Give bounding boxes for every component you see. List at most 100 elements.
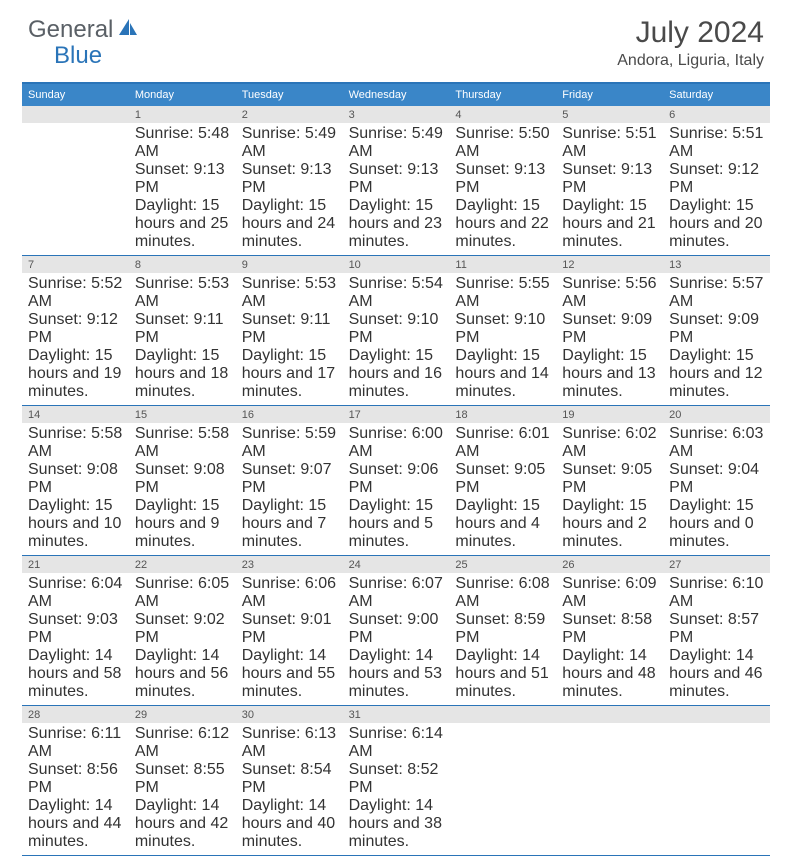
day-number: 17 [343, 406, 450, 423]
sunrise-text: Sunrise: 6:12 AM [135, 725, 230, 761]
sunrise-text: Sunrise: 6:02 AM [562, 425, 657, 461]
daylight-text: Daylight: 14 hours and 56 minutes. [135, 647, 230, 701]
sunrise-text: Sunrise: 5:59 AM [242, 425, 337, 461]
sunset-text: Sunset: 9:05 PM [455, 461, 550, 497]
day-number: 2 [236, 106, 343, 123]
day-cell [556, 723, 663, 855]
day-cell: Sunrise: 6:01 AMSunset: 9:05 PMDaylight:… [449, 423, 556, 555]
day-cell: Sunrise: 6:14 AMSunset: 8:52 PMDaylight:… [343, 723, 450, 855]
day-cell: Sunrise: 5:57 AMSunset: 9:09 PMDaylight:… [663, 273, 770, 405]
week-row: 14151617181920Sunrise: 5:58 AMSunset: 9:… [22, 406, 770, 556]
week-row: 21222324252627Sunrise: 6:04 AMSunset: 9:… [22, 556, 770, 706]
day-cell: Sunrise: 5:56 AMSunset: 9:09 PMDaylight:… [556, 273, 663, 405]
sunrise-text: Sunrise: 6:05 AM [135, 575, 230, 611]
day-cell: Sunrise: 5:59 AMSunset: 9:07 PMDaylight:… [236, 423, 343, 555]
sunset-text: Sunset: 9:06 PM [349, 461, 444, 497]
sunrise-text: Sunrise: 6:14 AM [349, 725, 444, 761]
sunrise-text: Sunrise: 5:55 AM [455, 275, 550, 311]
sunset-text: Sunset: 9:11 PM [242, 311, 337, 347]
daylight-text: Daylight: 14 hours and 51 minutes. [455, 647, 550, 701]
title-block: July 2024 Andora, Liguria, Italy [617, 16, 764, 70]
day-cell: Sunrise: 6:07 AMSunset: 9:00 PMDaylight:… [343, 573, 450, 705]
daylight-text: Daylight: 14 hours and 44 minutes. [28, 797, 123, 851]
sunset-text: Sunset: 9:09 PM [562, 311, 657, 347]
day-cell: Sunrise: 5:55 AMSunset: 9:10 PMDaylight:… [449, 273, 556, 405]
daylight-text: Daylight: 14 hours and 40 minutes. [242, 797, 337, 851]
sunset-text: Sunset: 9:07 PM [242, 461, 337, 497]
day-cell [22, 123, 129, 255]
day-cell: Sunrise: 5:58 AMSunset: 9:08 PMDaylight:… [22, 423, 129, 555]
sunset-text: Sunset: 9:02 PM [135, 611, 230, 647]
day-number: 28 [22, 706, 129, 723]
day-cell: Sunrise: 5:53 AMSunset: 9:11 PMDaylight:… [129, 273, 236, 405]
day-number: 24 [343, 556, 450, 573]
daylight-text: Daylight: 15 hours and 22 minutes. [455, 197, 550, 251]
sunset-text: Sunset: 8:52 PM [349, 761, 444, 797]
daylight-text: Daylight: 15 hours and 24 minutes. [242, 197, 337, 251]
daylight-text: Daylight: 14 hours and 38 minutes. [349, 797, 444, 851]
daylight-text: Daylight: 15 hours and 13 minutes. [562, 347, 657, 401]
sunset-text: Sunset: 8:55 PM [135, 761, 230, 797]
daylight-text: Daylight: 14 hours and 53 minutes. [349, 647, 444, 701]
day-cell: Sunrise: 6:11 AMSunset: 8:56 PMDaylight:… [22, 723, 129, 855]
day-number: 20 [663, 406, 770, 423]
day-cell: Sunrise: 6:09 AMSunset: 8:58 PMDaylight:… [556, 573, 663, 705]
day-number: 16 [236, 406, 343, 423]
sunrise-text: Sunrise: 6:01 AM [455, 425, 550, 461]
sunrise-text: Sunrise: 6:06 AM [242, 575, 337, 611]
sunrise-text: Sunrise: 6:07 AM [349, 575, 444, 611]
day-of-week-header: Wednesday [343, 84, 450, 106]
sunrise-text: Sunrise: 5:51 AM [562, 125, 657, 161]
day-cell: Sunrise: 5:58 AMSunset: 9:08 PMDaylight:… [129, 423, 236, 555]
sunrise-text: Sunrise: 5:53 AM [242, 275, 337, 311]
sunset-text: Sunset: 8:58 PM [562, 611, 657, 647]
day-number: 12 [556, 256, 663, 273]
sunset-text: Sunset: 9:09 PM [669, 311, 764, 347]
day-cell: Sunrise: 5:50 AMSunset: 9:13 PMDaylight:… [449, 123, 556, 255]
sunset-text: Sunset: 9:11 PM [135, 311, 230, 347]
sunset-text: Sunset: 9:10 PM [455, 311, 550, 347]
day-number: 23 [236, 556, 343, 573]
sunrise-text: Sunrise: 6:10 AM [669, 575, 764, 611]
daylight-text: Daylight: 15 hours and 19 minutes. [28, 347, 123, 401]
logo-text-1: General [28, 16, 113, 44]
day-of-week-header: Thursday [449, 84, 556, 106]
sunset-text: Sunset: 9:08 PM [135, 461, 230, 497]
day-cell: Sunrise: 6:04 AMSunset: 9:03 PMDaylight:… [22, 573, 129, 705]
day-number: 4 [449, 106, 556, 123]
sunset-text: Sunset: 8:59 PM [455, 611, 550, 647]
daylight-text: Daylight: 15 hours and 0 minutes. [669, 497, 764, 551]
day-number: 26 [556, 556, 663, 573]
sunset-text: Sunset: 9:10 PM [349, 311, 444, 347]
sunset-text: Sunset: 8:54 PM [242, 761, 337, 797]
days-of-week-row: SundayMondayTuesdayWednesdayThursdayFrid… [22, 84, 770, 106]
day-cell: Sunrise: 6:12 AMSunset: 8:55 PMDaylight:… [129, 723, 236, 855]
logo: General Blue [28, 16, 141, 44]
day-of-week-header: Monday [129, 84, 236, 106]
daylight-text: Daylight: 15 hours and 23 minutes. [349, 197, 444, 251]
day-cell: Sunrise: 5:49 AMSunset: 9:13 PMDaylight:… [343, 123, 450, 255]
sunrise-text: Sunrise: 5:56 AM [562, 275, 657, 311]
day-number: 6 [663, 106, 770, 123]
daylight-text: Daylight: 15 hours and 20 minutes. [669, 197, 764, 251]
daylight-text: Daylight: 14 hours and 48 minutes. [562, 647, 657, 701]
day-cell: Sunrise: 6:05 AMSunset: 9:02 PMDaylight:… [129, 573, 236, 705]
day-cell: Sunrise: 5:54 AMSunset: 9:10 PMDaylight:… [343, 273, 450, 405]
day-number: 30 [236, 706, 343, 723]
header: General Blue July 2024 Andora, Liguria, … [0, 0, 792, 78]
sunrise-text: Sunrise: 5:49 AM [242, 125, 337, 161]
day-cell: Sunrise: 5:51 AMSunset: 9:12 PMDaylight:… [663, 123, 770, 255]
daylight-text: Daylight: 14 hours and 58 minutes. [28, 647, 123, 701]
day-number: 31 [343, 706, 450, 723]
sunrise-text: Sunrise: 6:08 AM [455, 575, 550, 611]
day-number: 25 [449, 556, 556, 573]
daylight-text: Daylight: 15 hours and 18 minutes. [135, 347, 230, 401]
sunrise-text: Sunrise: 6:13 AM [242, 725, 337, 761]
sunrise-text: Sunrise: 6:00 AM [349, 425, 444, 461]
daylight-text: Daylight: 15 hours and 9 minutes. [135, 497, 230, 551]
sunset-text: Sunset: 9:13 PM [349, 161, 444, 197]
sunset-text: Sunset: 9:12 PM [669, 161, 764, 197]
day-number: 29 [129, 706, 236, 723]
day-of-week-header: Sunday [22, 84, 129, 106]
daylight-text: Daylight: 15 hours and 16 minutes. [349, 347, 444, 401]
